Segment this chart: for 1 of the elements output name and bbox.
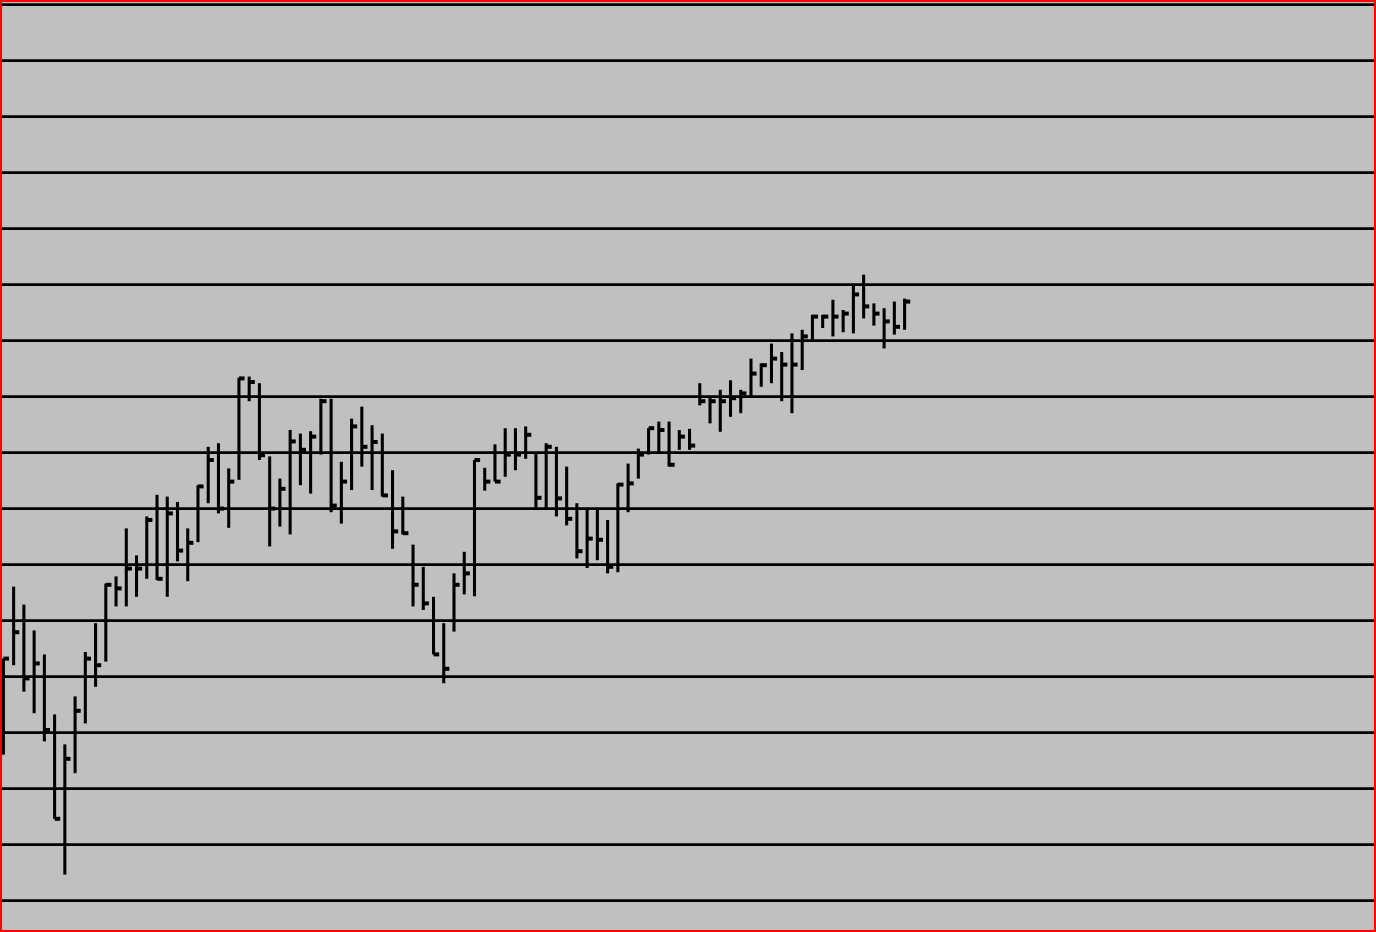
candlestick (892, 301, 900, 335)
